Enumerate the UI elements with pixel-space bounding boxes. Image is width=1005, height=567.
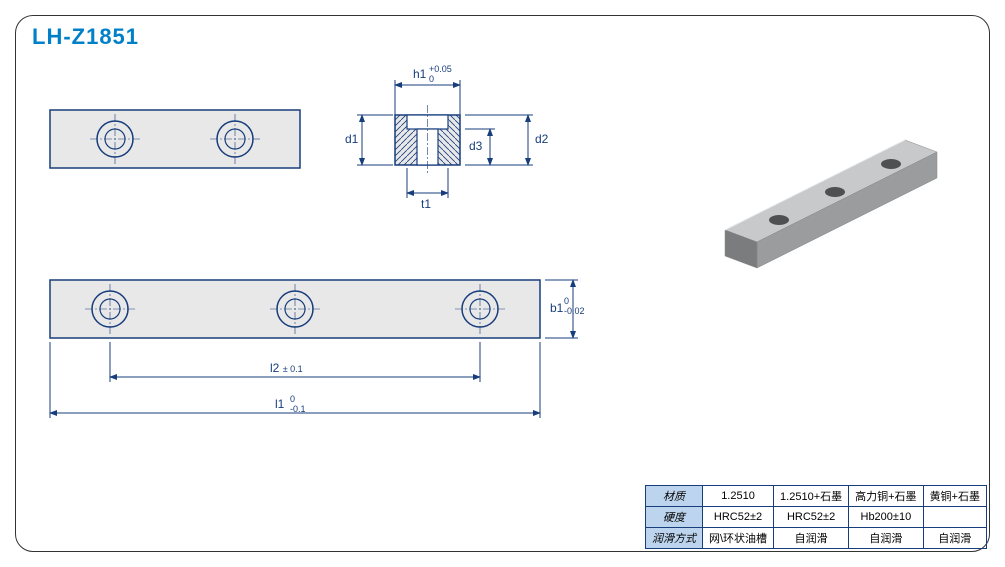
dim-l2: l2 <box>270 361 280 375</box>
table-cell: 网\环状油槽 <box>702 528 773 549</box>
top-view <box>50 110 300 168</box>
dim-l1-lower: -0.1 <box>290 404 306 414</box>
row-header: 材质 <box>645 486 702 507</box>
table-row: 润滑方式 网\环状油槽 自润滑 自润滑 自润滑 <box>645 528 986 549</box>
table-cell: HRC52±2 <box>774 507 849 528</box>
table-cell: 自润滑 <box>923 528 986 549</box>
front-view: b1 0 -0.02 l2 ± 0.1 l1 0 -0.1 <box>50 280 585 418</box>
table-cell: Hb200±10 <box>849 507 923 528</box>
dim-l1-upper: 0 <box>290 394 295 404</box>
table-row: 材质 1.2510 1.2510+石墨 高力铜+石墨 黄铜+石墨 <box>645 486 986 507</box>
spec-table: 材质 1.2510 1.2510+石墨 高力铜+石墨 黄铜+石墨 硬度 HRC5… <box>645 485 987 549</box>
product-render <box>695 100 955 300</box>
dim-h1-upper: +0.05 <box>429 64 452 74</box>
technical-drawing: h1 +0.05 0 d1 d3 d2 t1 <box>30 60 590 460</box>
table-cell: 1.2510+石墨 <box>774 486 849 507</box>
table-cell: HRC52±2 <box>702 507 773 528</box>
dim-h1: h1 <box>413 67 427 81</box>
table-cell <box>923 507 986 528</box>
section-view: h1 +0.05 0 d1 d3 d2 t1 <box>345 64 549 211</box>
table-row: 硬度 HRC52±2 HRC52±2 Hb200±10 <box>645 507 986 528</box>
dim-l2-tol: ± 0.1 <box>283 364 303 374</box>
dim-d2: d2 <box>535 132 549 146</box>
table-cell: 1.2510 <box>702 486 773 507</box>
dim-d3: d3 <box>469 139 483 153</box>
dim-h1-lower: 0 <box>429 74 434 84</box>
svg-text:l2 ± 0.1: l2 ± 0.1 <box>270 361 303 375</box>
row-header: 润滑方式 <box>645 528 702 549</box>
part-number: LH-Z1851 <box>32 24 139 50</box>
table-cell: 高力铜+石墨 <box>849 486 923 507</box>
dim-l1: l1 <box>275 397 285 411</box>
table-cell: 自润滑 <box>849 528 923 549</box>
row-header: 硬度 <box>645 507 702 528</box>
dim-b1-lower: -0.02 <box>564 306 585 316</box>
dim-b1: b1 <box>550 301 564 315</box>
table-cell: 黄铜+石墨 <box>923 486 986 507</box>
dim-t1: t1 <box>421 197 431 211</box>
dim-b1-upper: 0 <box>564 296 569 306</box>
table-cell: 自润滑 <box>774 528 849 549</box>
dim-d1: d1 <box>345 132 359 146</box>
